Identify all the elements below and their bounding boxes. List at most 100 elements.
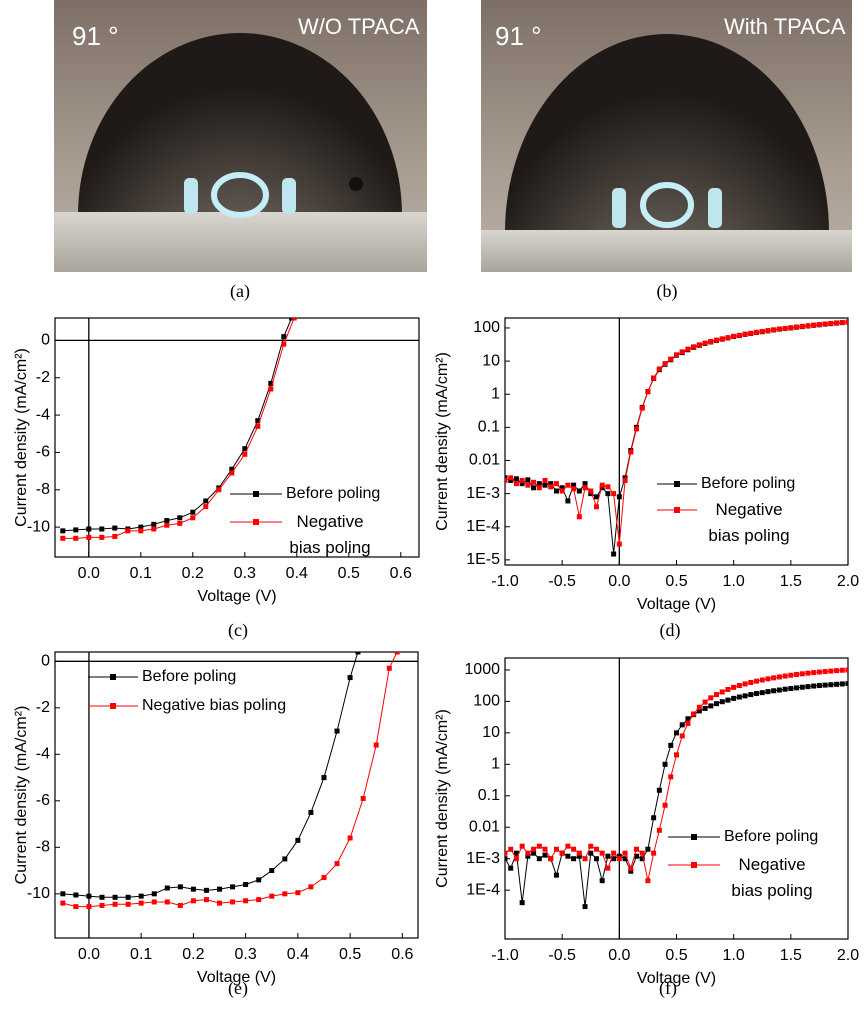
y-tick-label: 1E-3: [466, 485, 500, 502]
point: [282, 891, 288, 897]
point: [151, 891, 157, 897]
point: [525, 850, 531, 856]
point: [771, 327, 777, 333]
point: [99, 526, 105, 532]
point: [633, 853, 639, 859]
point: [685, 720, 691, 726]
x-tick-label: 0.5: [665, 573, 687, 590]
y-tick-label: 0.1: [478, 419, 500, 436]
x-tick-label: 0.5: [339, 946, 361, 963]
point: [268, 380, 274, 386]
y-tick-label: 100: [473, 693, 500, 710]
point: [799, 323, 805, 329]
y-tick-label: -2: [36, 699, 50, 716]
point: [714, 337, 720, 343]
legend-marker: [253, 491, 259, 497]
point: [536, 856, 542, 862]
point: [571, 846, 577, 852]
point: [112, 533, 118, 539]
photo-label: W/O TPACA: [298, 14, 420, 39]
point: [708, 339, 714, 345]
point: [321, 775, 327, 781]
point: [216, 487, 222, 493]
point: [99, 894, 105, 900]
point: [662, 802, 668, 808]
point: [696, 342, 702, 348]
y-tick-label: -4: [36, 746, 50, 763]
point: [542, 852, 548, 858]
point: [576, 850, 582, 856]
point: [576, 514, 582, 520]
point: [565, 482, 571, 488]
point: [505, 856, 508, 862]
x-tick-label: 1.5: [780, 573, 802, 590]
point: [679, 349, 685, 355]
point: [668, 742, 674, 748]
point: [628, 868, 634, 874]
legend-label: Negative bias poling: [142, 697, 286, 714]
x-tick-label: 0.1: [130, 946, 152, 963]
point: [674, 730, 679, 736]
point: [513, 481, 519, 487]
point: [525, 853, 531, 859]
point: [788, 325, 794, 331]
x-axis-label: Voltage (V): [197, 969, 276, 986]
legend-marker: [110, 674, 116, 680]
point: [691, 711, 697, 717]
point: [799, 684, 805, 690]
point: [571, 482, 577, 488]
point: [360, 795, 366, 801]
point: [513, 856, 519, 862]
point: [702, 340, 708, 346]
point: [714, 701, 720, 707]
point: [60, 900, 66, 906]
point: [782, 325, 788, 331]
point: [151, 526, 157, 532]
photo-label: With TPACA: [724, 14, 846, 39]
point: [125, 901, 131, 907]
series: [505, 667, 848, 884]
point: [559, 485, 565, 491]
point: [164, 899, 170, 905]
point: [373, 742, 379, 748]
point: [759, 329, 765, 335]
point: [622, 477, 628, 483]
point: [748, 692, 754, 698]
legend-marker: [674, 481, 680, 487]
point: [822, 669, 828, 675]
point: [845, 667, 848, 673]
point: [679, 722, 685, 728]
x-tick-label: -1.0: [491, 573, 519, 590]
y-axis-label: Current density (mA/cm²): [434, 709, 451, 888]
point: [151, 899, 157, 905]
point: [582, 904, 588, 910]
y-tick-label: -10: [27, 885, 50, 902]
point: [759, 690, 765, 696]
point: [736, 332, 742, 338]
point: [622, 856, 628, 862]
point: [811, 322, 817, 328]
point: [582, 856, 588, 862]
point: [805, 684, 811, 690]
point: [811, 670, 817, 676]
y-tick-label: 0: [41, 332, 50, 349]
y-axis-label: Current density (mA/cm²): [13, 348, 30, 527]
x-tick-label: 0.6: [390, 565, 412, 582]
point: [794, 671, 800, 677]
point: [696, 704, 702, 710]
x-tick-label: 2.0: [837, 947, 859, 964]
point: [593, 504, 599, 510]
point: [553, 872, 559, 878]
point: [177, 520, 183, 526]
point: [230, 899, 236, 905]
point: [505, 850, 508, 856]
point: [576, 853, 582, 859]
point: [788, 672, 794, 678]
point: [386, 665, 392, 671]
series: [60, 318, 297, 541]
point: [622, 475, 628, 481]
point: [816, 322, 822, 328]
point: [553, 846, 559, 852]
point: [816, 683, 822, 689]
